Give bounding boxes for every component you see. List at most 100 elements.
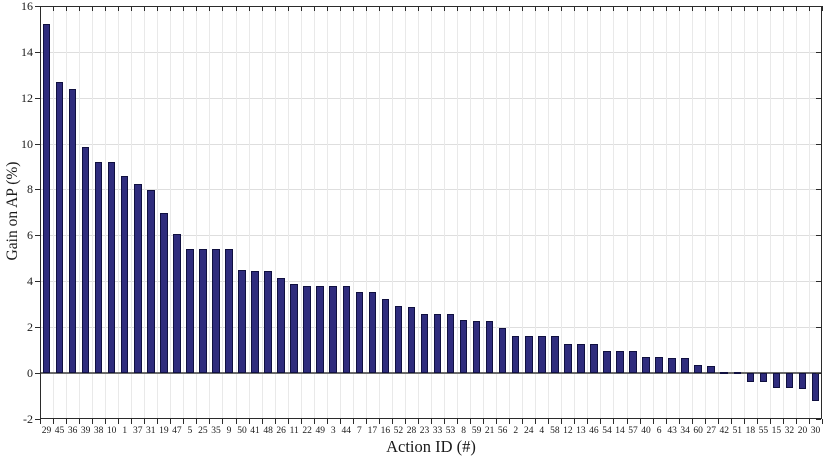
vertical-gridline (339, 6, 341, 419)
x-tick-mark-top (822, 6, 823, 11)
x-tick-mark-bottom (652, 418, 654, 424)
x-tick-mark-bottom (678, 418, 680, 424)
y-tick-mark-left (35, 372, 40, 374)
x-tick-label: 7 (356, 425, 362, 436)
x-tick-label: 5 (187, 425, 193, 436)
vertical-gridline (548, 6, 550, 419)
x-tick-label: 18 (745, 425, 756, 436)
x-tick-mark-bottom (431, 418, 432, 424)
bar (459, 319, 468, 373)
x-tick-label: 56 (497, 425, 508, 436)
bar (511, 336, 520, 373)
x-tick-mark-top (365, 6, 367, 11)
bar (538, 336, 546, 373)
y-tick-mark-left (35, 97, 40, 99)
y-tick-mark-left (35, 6, 40, 7)
y-tick-mark-left (35, 143, 40, 145)
x-tick-mark-bottom (509, 418, 511, 424)
bar (746, 372, 755, 382)
bar (733, 372, 742, 375)
x-tick-label: 9 (226, 425, 232, 436)
vertical-gridline (795, 6, 797, 419)
x-tick-mark-top (431, 6, 432, 11)
x-tick-mark-top (274, 6, 276, 11)
bar (173, 234, 181, 373)
x-tick-mark-bottom (131, 418, 133, 424)
x-tick-mark-top (326, 6, 328, 11)
bar (368, 292, 377, 373)
x-tick-mark-top (222, 6, 224, 11)
bar (564, 344, 572, 373)
vertical-gridline (157, 6, 159, 419)
x-tick-label: 57 (628, 425, 638, 436)
bar (251, 270, 259, 373)
y-tick-mark-left (35, 51, 40, 53)
x-tick-label: 33 (432, 425, 443, 436)
vertical-gridline (730, 6, 732, 419)
x-tick-label: 32 (784, 425, 795, 436)
x-tick-label: 22 (302, 425, 312, 436)
x-tick-mark-top (404, 6, 406, 11)
x-tick-mark-top (444, 6, 446, 11)
x-tick-mark-bottom (261, 418, 263, 424)
vertical-gridline (457, 6, 459, 419)
x-tick-label: 21 (484, 425, 495, 436)
bar (433, 314, 442, 373)
x-tick-label: 35 (211, 425, 221, 436)
vertical-gridline (118, 6, 120, 419)
bar (811, 372, 820, 402)
x-tick-mark-top (131, 6, 133, 11)
x-tick-label: 27 (706, 425, 716, 436)
x-tick-label: 44 (341, 425, 352, 436)
x-tick-label: 25 (198, 425, 208, 436)
y-tick-mark-left (35, 326, 40, 328)
bar (707, 365, 715, 373)
vertical-gridline (613, 6, 615, 419)
vertical-gridline (587, 6, 589, 419)
x-tick-mark-top (417, 6, 419, 11)
x-tick-mark-bottom (795, 418, 797, 424)
x-tick-mark-top (118, 6, 120, 11)
bar (616, 350, 624, 373)
bar (160, 213, 168, 373)
x-tick-mark-top (535, 6, 537, 11)
bar (81, 146, 90, 373)
x-tick-mark-bottom (235, 418, 237, 424)
vertical-gridline (287, 6, 289, 419)
x-tick-label: 19 (159, 425, 169, 436)
x-tick-mark-top (613, 6, 615, 11)
x-tick-mark-top (756, 6, 758, 11)
vertical-gridline (626, 6, 628, 419)
x-tick-label: 37 (133, 425, 143, 436)
vertical-gridline (431, 6, 432, 419)
x-tick-label: 59 (471, 425, 482, 436)
x-tick-mark-bottom (769, 418, 771, 424)
vertical-gridline (470, 6, 472, 419)
x-tick-label: 13 (576, 425, 586, 436)
vertical-gridline (509, 6, 511, 419)
x-tick-mark-bottom (470, 418, 472, 424)
x-tick-mark-bottom (79, 418, 81, 424)
x-tick-mark-top (157, 6, 159, 11)
vertical-gridline (417, 6, 419, 419)
bar (759, 372, 768, 382)
x-tick-mark-top (561, 6, 563, 11)
bar (55, 81, 64, 373)
y-tick-mark-left (35, 235, 40, 237)
vertical-gridline (574, 6, 576, 419)
x-tick-mark-top (743, 6, 745, 11)
bar (277, 277, 285, 373)
vertical-gridline (79, 6, 81, 419)
bar (133, 183, 142, 373)
x-tick-mark-top (313, 6, 315, 11)
x-tick-label: 48 (263, 425, 273, 436)
x-tick-label: 42 (719, 425, 730, 436)
x-tick-mark-bottom (404, 418, 406, 424)
vertical-gridline (92, 6, 94, 419)
x-tick-mark-bottom (300, 418, 302, 424)
x-tick-mark-bottom (378, 418, 380, 424)
x-tick-mark-top (105, 6, 107, 11)
vertical-gridline (391, 6, 393, 419)
x-tick-label: 55 (758, 425, 769, 436)
vertical-gridline (522, 6, 524, 419)
